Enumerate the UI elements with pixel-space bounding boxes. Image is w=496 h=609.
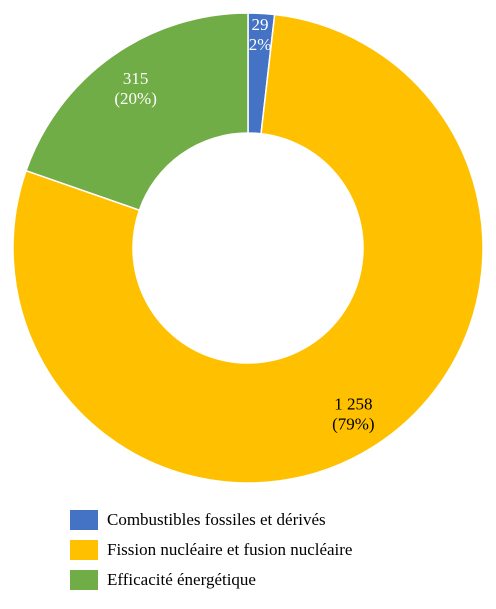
percent-label: (79%)	[332, 415, 374, 434]
legend-label: Fission nucléaire et fusion nucléaire	[107, 540, 352, 559]
legend-swatch	[70, 540, 98, 560]
legend-label: Efficacité énergétique	[107, 570, 256, 589]
legend-swatch	[70, 570, 98, 590]
legend-label: Combustibles fossiles et dérivés	[107, 510, 326, 529]
percent-label: (20%)	[114, 89, 156, 108]
value-label: 29	[252, 15, 269, 34]
value-label: 1 258	[334, 395, 372, 414]
donut-slice	[25, 12, 249, 212]
percent-label: (2%)	[243, 35, 277, 54]
value-label: 315	[123, 69, 149, 88]
donut-slice	[12, 13, 484, 484]
legend-swatch	[70, 510, 98, 530]
